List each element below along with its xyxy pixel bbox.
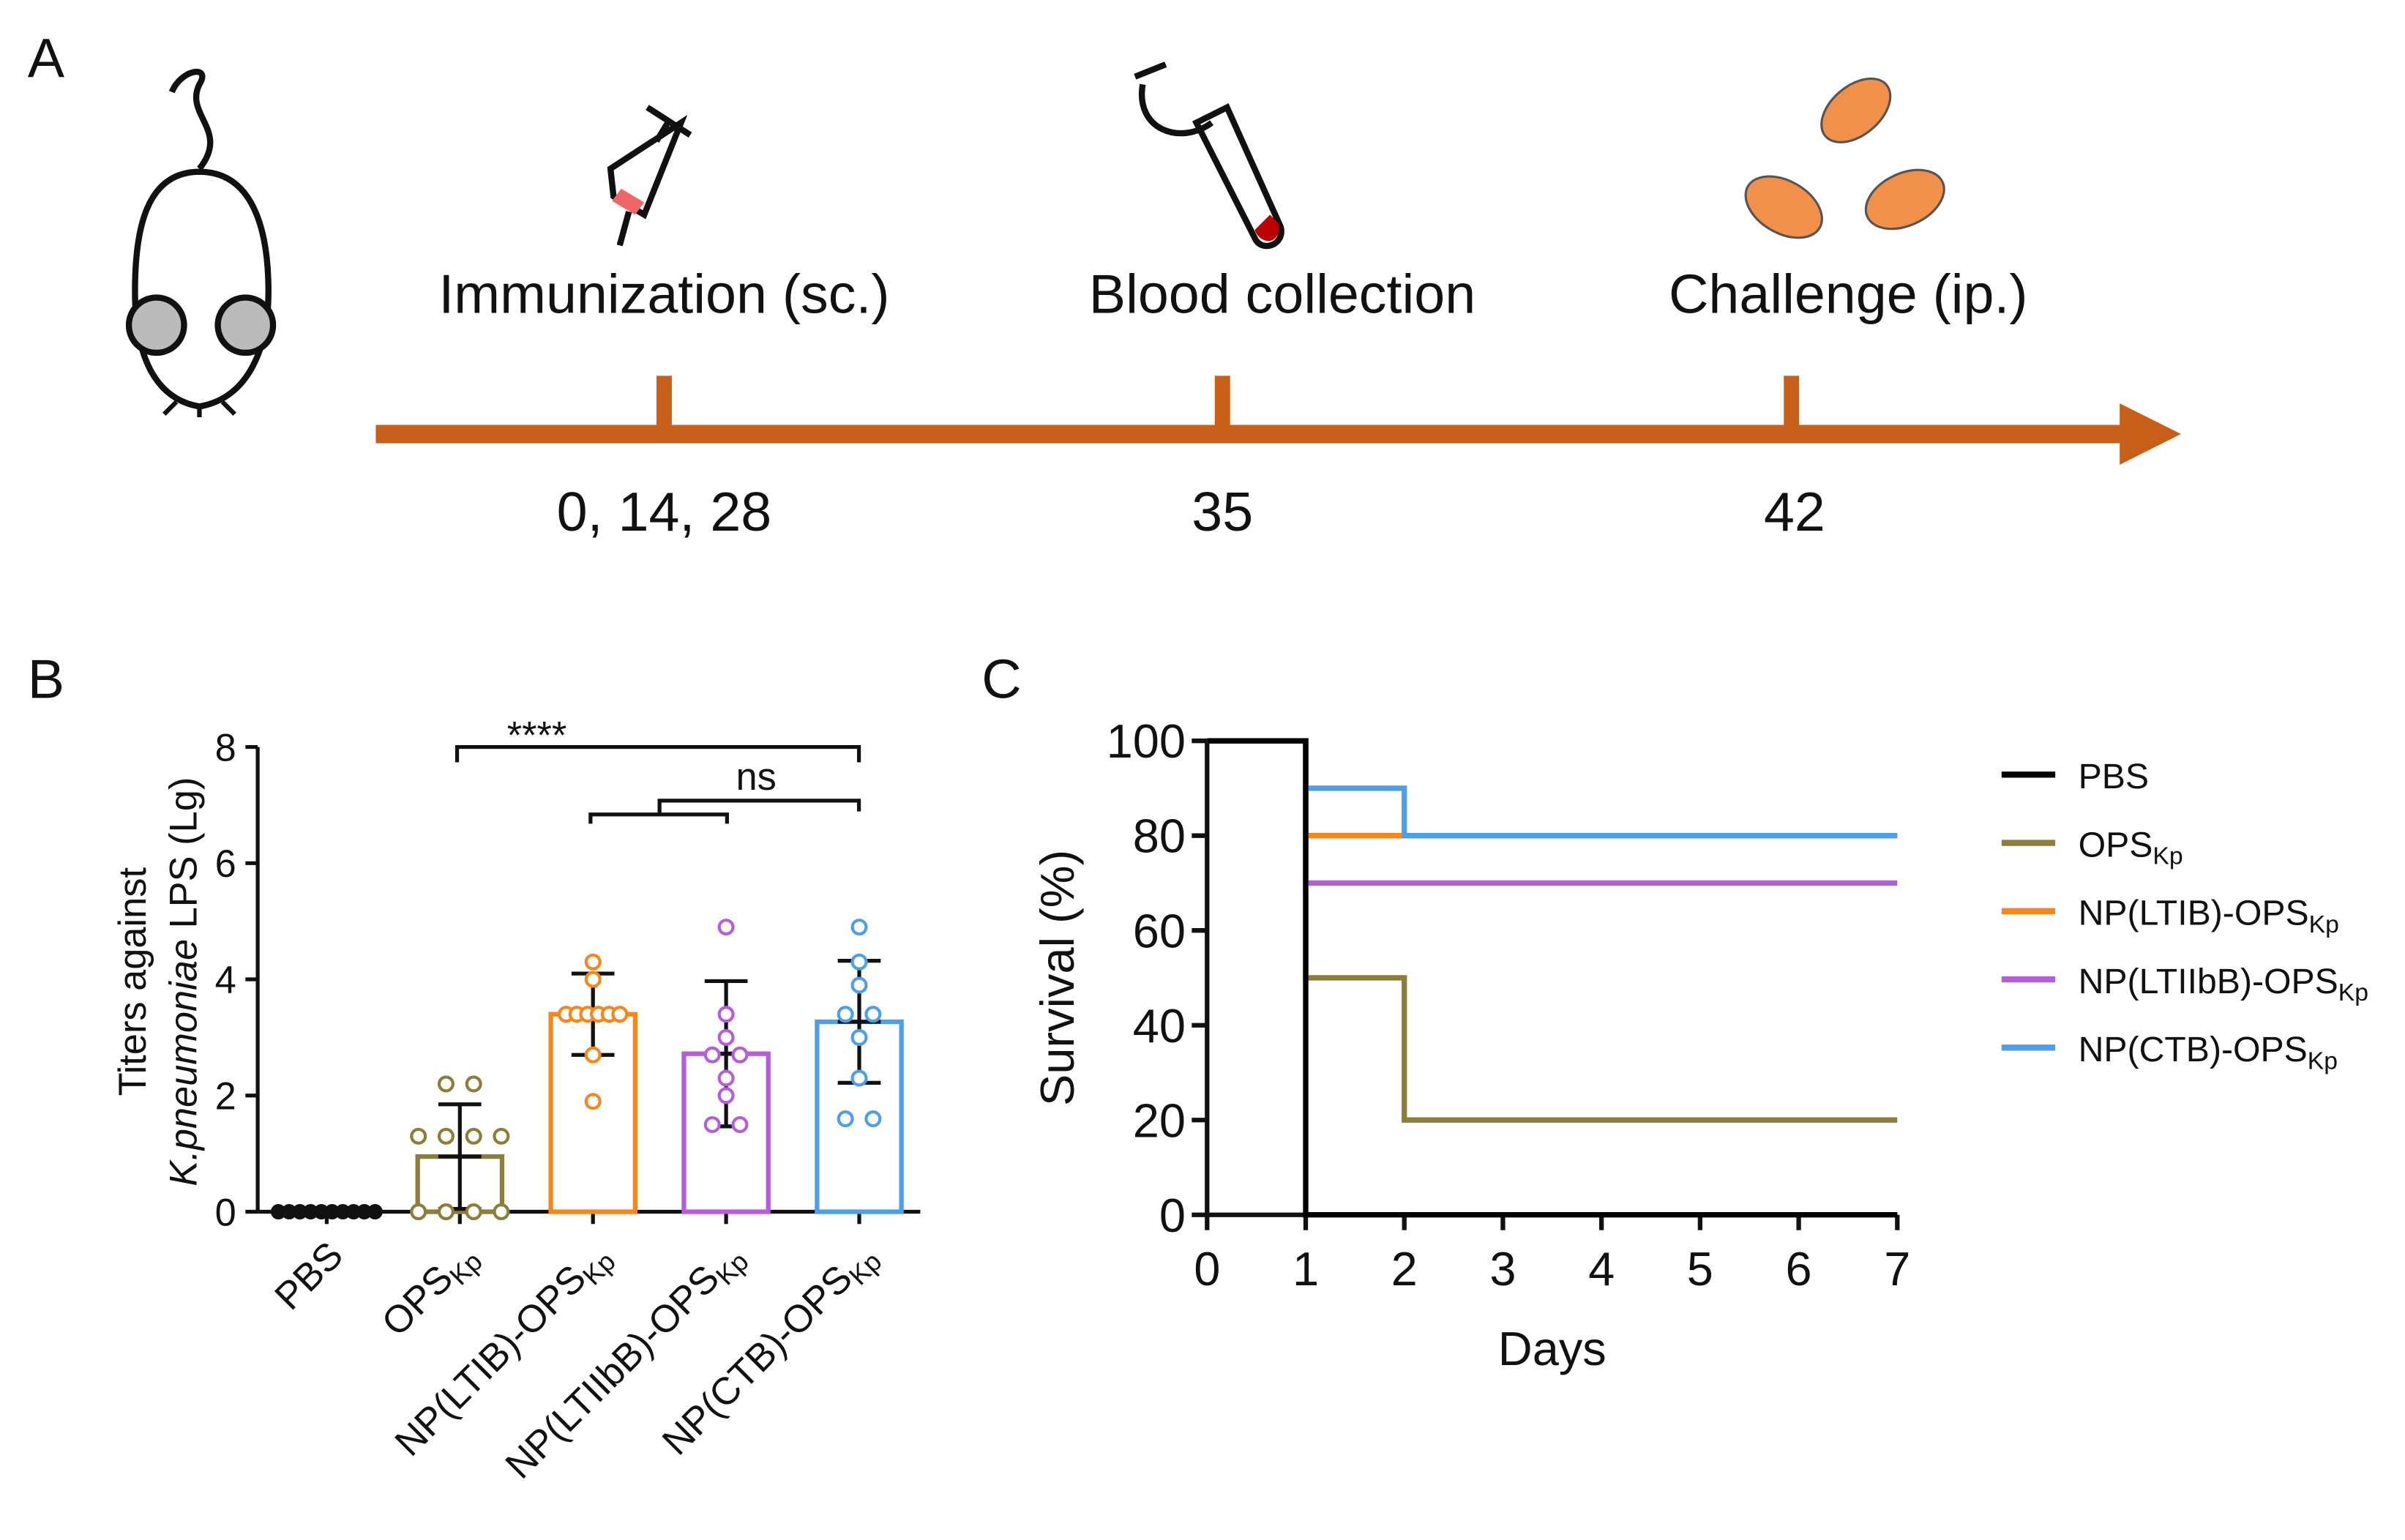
panel-label: B (28, 648, 64, 710)
data-point (703, 1046, 721, 1064)
y-tick-label: 20 (1133, 1094, 1186, 1147)
data-point (584, 971, 602, 988)
significance: ns (736, 756, 777, 799)
data-point (584, 1046, 602, 1064)
legend-label: NP(LTIIbB)-OPSKp (2079, 962, 2368, 1006)
x-tick-label: NP(LTIIbB)-OPSKp (498, 1234, 755, 1491)
panel-label: C (981, 648, 1021, 710)
data-point (731, 1115, 749, 1134)
data-point (717, 1069, 735, 1087)
data-point (437, 1203, 455, 1221)
legend-label: PBS (2079, 757, 2149, 796)
data-point (465, 1203, 482, 1221)
legend-label: NP(CTB)-OPSKp (2079, 1030, 2338, 1074)
data-point (493, 1127, 510, 1145)
y-tick-label: 4 (215, 960, 236, 1002)
y-tick-label: 60 (1133, 904, 1186, 957)
y-tick-label: 40 (1133, 999, 1186, 1053)
survival-line (1207, 738, 1898, 886)
legend-label: NP(LTIB)-OPSKp (2079, 894, 2339, 938)
y-tick-label: 2 (215, 1076, 236, 1118)
y-tick-label: 0 (1159, 1189, 1186, 1242)
x-tick-label: 3 (1489, 1242, 1516, 1296)
bracket (455, 744, 861, 824)
error-bar (438, 1102, 482, 1211)
y-axis-label: Survival (%) (1031, 850, 1084, 1106)
x-tick-label: 4 (1588, 1242, 1615, 1296)
data-point (717, 919, 735, 936)
data-point (465, 1075, 482, 1093)
y-tick-label: 0 (215, 1192, 236, 1234)
data-point (717, 1028, 735, 1046)
x-tick-label: PBS (267, 1234, 351, 1318)
significance: **** (507, 715, 567, 758)
data-point (717, 1006, 735, 1023)
data-point (864, 1110, 882, 1128)
data-point (850, 953, 868, 971)
data-point (584, 1093, 602, 1110)
x-tick-label: 7 (1884, 1242, 1910, 1296)
x-tick-label: 1 (1293, 1242, 1319, 1296)
tube-icon (1134, 61, 1284, 250)
mouse-icon (125, 68, 277, 418)
y-tick-label: 80 (1133, 810, 1186, 863)
data-point (703, 1115, 721, 1134)
data-point (437, 1075, 455, 1093)
data-point (410, 1203, 427, 1221)
data-point (465, 1127, 482, 1145)
data-point (850, 919, 868, 936)
y-axis-label: K.pneumoniae LPS (Lg) (162, 777, 205, 1186)
data-point (717, 1087, 735, 1104)
step-label: Blood collection (1089, 263, 1475, 325)
step-label: Challenge (ip.) (1669, 263, 2028, 325)
data-point (410, 1127, 427, 1145)
data-point (864, 1006, 882, 1023)
survival-line (1207, 738, 1898, 1123)
y-tick-label: 8 (215, 727, 236, 769)
data-point (850, 1028, 868, 1046)
survival-line (1207, 738, 1898, 1218)
data-point (731, 1046, 749, 1064)
data-point (611, 1006, 629, 1023)
x-tick-label: 5 (1687, 1242, 1713, 1296)
timeline (375, 375, 2182, 465)
y-tick-label: 6 (215, 843, 236, 886)
bacteria-icon (1744, 77, 1945, 239)
x-tick-label: 2 (1391, 1242, 1418, 1296)
data-point (584, 953, 602, 971)
step-label: Immunization (sc.) (438, 263, 889, 325)
data-point (837, 1110, 854, 1128)
data-point (493, 1203, 510, 1221)
step-days: 0, 14, 28 (557, 481, 772, 542)
legend-label: OPSKp (2079, 825, 2183, 870)
y-tick-label: 100 (1107, 714, 1186, 768)
survival-line (1207, 738, 1898, 839)
x-tick-label: 6 (1786, 1242, 1812, 1296)
data-point (850, 1069, 868, 1087)
step-days: 35 (1192, 481, 1253, 542)
step-days: 42 (1764, 481, 1825, 542)
error-bar (704, 979, 748, 1129)
data-point (437, 1127, 455, 1145)
syringe-icon (607, 105, 692, 247)
data-point (367, 1204, 383, 1220)
panel-label: A (28, 27, 65, 89)
y-axis-label: Titers against (112, 867, 154, 1096)
data-point (850, 976, 868, 994)
x-tick-label: 0 (1194, 1242, 1220, 1296)
data-point (837, 1006, 854, 1023)
x-axis-label: Days (1498, 1322, 1607, 1375)
x-tick-label: OPSKp (374, 1234, 488, 1348)
